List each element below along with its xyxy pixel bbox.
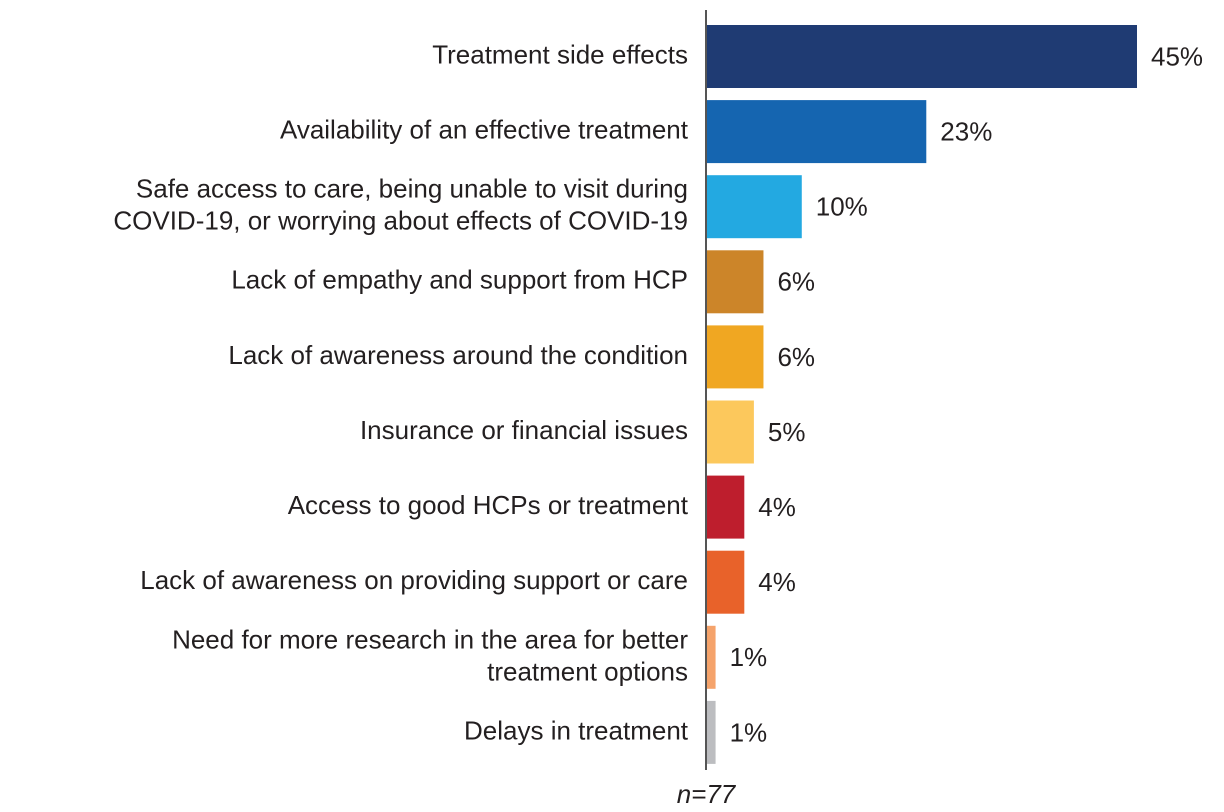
bar — [706, 325, 764, 389]
value-label: 4% — [758, 567, 796, 597]
category-label: Need for more research in the area for b… — [172, 624, 688, 686]
category-label: Access to good HCPs or treatment — [288, 490, 689, 520]
value-label: 1% — [730, 717, 768, 747]
value-label: 23% — [940, 116, 992, 146]
value-label: 10% — [816, 192, 868, 222]
category-label: Treatment side effects — [432, 39, 688, 69]
value-label: 6% — [777, 342, 815, 372]
category-label: Delays in treatment — [464, 715, 689, 745]
category-label: Availability of an effective treatment — [280, 114, 689, 144]
value-label: 6% — [777, 267, 815, 297]
bar — [706, 550, 745, 614]
category-label: Lack of empathy and support from HCP — [231, 265, 688, 295]
value-label: 45% — [1151, 41, 1203, 71]
bar — [706, 400, 754, 464]
category-label: Lack of awareness around the condition — [228, 340, 688, 370]
bar — [706, 250, 764, 314]
category-label: Insurance or financial issues — [360, 415, 688, 445]
bar — [706, 100, 927, 164]
value-label: 4% — [758, 492, 796, 522]
bar — [706, 25, 1137, 88]
category-label: Safe access to care, being unable to vis… — [113, 174, 688, 236]
bar — [706, 475, 745, 539]
bar — [706, 700, 716, 764]
category-label: Lack of awareness on providing support o… — [140, 565, 688, 595]
bar — [706, 625, 716, 689]
value-label: 1% — [730, 642, 768, 672]
bar — [706, 175, 802, 239]
sample-size-note: n=77 — [677, 779, 737, 809]
value-label: 5% — [768, 417, 806, 447]
